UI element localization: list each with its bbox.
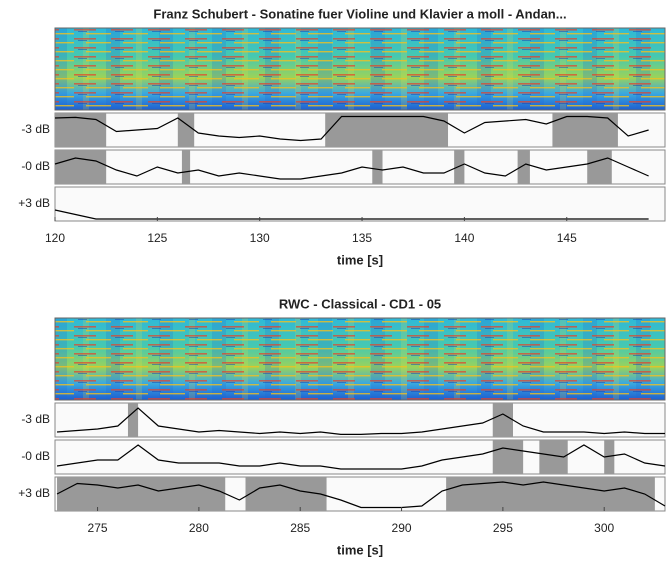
panel [54,186,666,222]
curve [54,209,649,220]
shaded-region [587,150,612,184]
shaded-region [181,150,191,184]
shaded-region [177,113,195,147]
x-tick-label: 140 [454,231,474,245]
shaded-region [446,477,655,511]
shaded-region [325,113,449,147]
x-tick-label: 285 [290,521,310,535]
chart-title: Franz Schubert - Sonatine fuer Violine u… [153,6,566,21]
spectrogram-texture [54,27,666,111]
x-tick-label: 145 [557,231,577,245]
x-tick-label: 280 [189,521,209,535]
curve [56,444,666,470]
x-axis-label: time [s] [337,542,383,557]
shaded-region [492,403,514,437]
shaded-region [55,113,107,147]
panel-label: +3 dB [18,486,50,500]
spectrogram-texture [54,317,666,401]
shaded-region [55,150,107,184]
panel-label: -0 dB [21,449,50,463]
curve [56,407,665,435]
x-tick-label: 120 [45,231,65,245]
x-tick-label: 125 [147,231,167,245]
curve [56,481,666,509]
shaded-region [127,403,139,437]
shaded-region [517,150,530,184]
x-tick-label: 275 [88,521,108,535]
x-tick-label: 295 [493,521,513,535]
shaded-region [552,113,618,147]
panel [54,402,666,438]
curve [54,157,649,180]
x-tick-label: 135 [352,231,372,245]
x-tick-label: 290 [392,521,412,535]
shaded-region [245,477,327,511]
shaded-region [492,440,524,474]
shaded-region [454,150,465,184]
panel-label: -0 dB [21,159,50,173]
curve [54,115,649,142]
shaded-region [604,440,615,474]
chart-title: RWC - Classical - CD1 - 05 [279,296,441,311]
panel-label: -3 dB [21,412,50,426]
panel-label: -3 dB [21,122,50,136]
x-axis-label: time [s] [337,252,383,267]
panel-label: +3 dB [18,196,50,210]
shaded-region [57,477,226,511]
shaded-region [372,150,383,184]
x-tick-label: 130 [250,231,270,245]
x-tick-label: 300 [594,521,614,535]
